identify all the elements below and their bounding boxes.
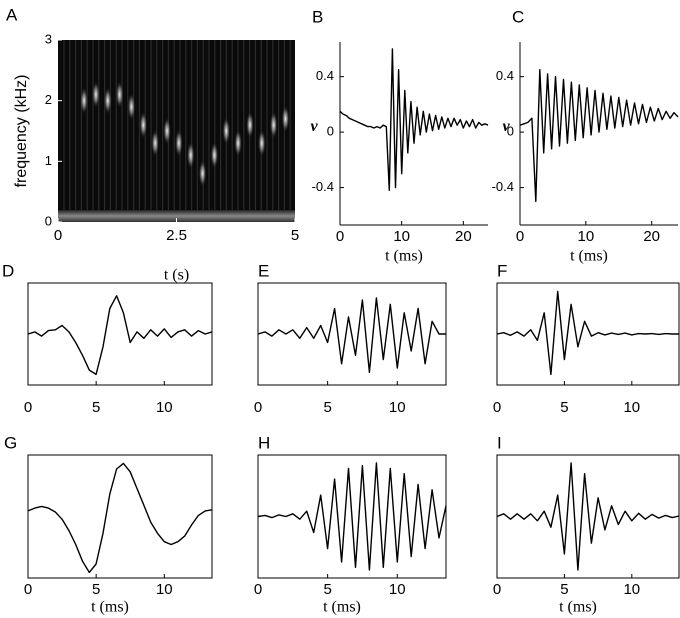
harmonic-blob (139, 110, 148, 139)
x-tick-label: 5 (560, 581, 568, 598)
y-tick-label: 0 (507, 124, 514, 139)
x-tick-label: 10 (577, 228, 594, 245)
x-tick-label: 0 (493, 581, 501, 598)
waveform (27, 462, 213, 574)
noise-band (58, 210, 295, 222)
waveform (519, 69, 679, 203)
x-tick-label: 20 (643, 228, 660, 245)
x-tick-label: 10 (623, 581, 640, 598)
x-tick-label: 0 (24, 399, 32, 416)
x-tick-label: 5 (291, 227, 299, 244)
plot-frame (27, 282, 213, 386)
x-tick-label: 5 (92, 399, 100, 416)
waveform (27, 295, 213, 376)
y-axis-label: frequency (kHz) (13, 75, 30, 188)
x-tick-label: 20 (455, 228, 472, 245)
x-tick-label: 0 (516, 228, 524, 245)
panel-label: A (6, 5, 18, 24)
panel-label: H (258, 433, 270, 452)
harmonic-blob (210, 141, 219, 170)
waveform (257, 462, 447, 571)
panel-label: B (312, 7, 323, 26)
waveform (339, 48, 489, 191)
y-tick-label: 2 (45, 92, 52, 107)
y-tick-label: -0.4 (312, 179, 334, 194)
panel-label: I (497, 433, 502, 452)
x-tick-label: 5 (323, 399, 331, 416)
x-tick-label: 0 (336, 228, 344, 245)
y-tick-label: 0.4 (316, 68, 334, 83)
waveform (496, 290, 679, 376)
harmonic-blob (269, 110, 278, 139)
x-axis-label: t (ms) (559, 599, 597, 616)
y-tick-label: 1 (45, 153, 52, 168)
panel-label: F (497, 261, 507, 280)
x-tick-label: 5 (92, 581, 100, 598)
x-axis-label: t (ms) (91, 599, 129, 616)
panel-label: E (258, 261, 269, 280)
x-axis-label: t (ms) (570, 248, 608, 265)
panel-label: G (4, 433, 17, 452)
panel-label: D (2, 261, 14, 280)
harmonic-blob (103, 86, 112, 115)
harmonic-blob (186, 141, 195, 170)
harmonic-blob (91, 80, 100, 109)
y-axis-label: v (502, 118, 510, 135)
harmonic-blob (174, 129, 183, 158)
y-axis-label: v (310, 118, 318, 135)
harmonic-blob (198, 159, 207, 188)
y-tick-label: -0.4 (492, 179, 514, 194)
harmonic-blob (222, 117, 231, 145)
harmonic-blob (257, 129, 266, 158)
x-tick-label: 0 (493, 399, 501, 416)
y-tick-label: 0.4 (496, 68, 514, 83)
x-tick-label: 0 (24, 581, 32, 598)
harmonic-blob (245, 110, 254, 139)
plot-frame (27, 454, 213, 579)
x-axis-label: t (s) (164, 267, 189, 284)
x-tick-label: 0 (254, 581, 262, 598)
x-tick-label: 2.5 (166, 227, 187, 244)
x-tick-label: 5 (560, 399, 568, 416)
harmonic-blob (234, 129, 243, 158)
x-tick-label: 0 (54, 227, 62, 244)
y-tick-label: 0 (327, 124, 334, 139)
harmonic-blob (151, 129, 160, 158)
x-tick-label: 10 (623, 399, 640, 416)
x-axis-label: t (ms) (323, 599, 361, 616)
harmonic-blob (163, 117, 172, 145)
panel-label: C (512, 7, 524, 26)
x-tick-label: 10 (389, 581, 406, 598)
harmonic-blob (80, 86, 89, 115)
waveform (496, 462, 680, 571)
harmonic-blob (281, 104, 290, 133)
plot-frame (496, 454, 680, 579)
x-tick-label: 10 (156, 581, 173, 598)
x-tick-label: 10 (393, 228, 410, 245)
y-tick-label: 0 (45, 213, 52, 228)
x-tick-label: 0 (254, 399, 262, 416)
x-tick-label: 10 (389, 399, 406, 416)
harmonic-blob (115, 80, 124, 109)
x-axis-label: t (ms) (385, 248, 423, 265)
y-tick-label: 3 (45, 31, 52, 46)
waveform (257, 297, 446, 373)
harmonic-blob (127, 92, 136, 121)
x-tick-label: 5 (323, 581, 331, 598)
x-tick-label: 10 (156, 399, 173, 416)
